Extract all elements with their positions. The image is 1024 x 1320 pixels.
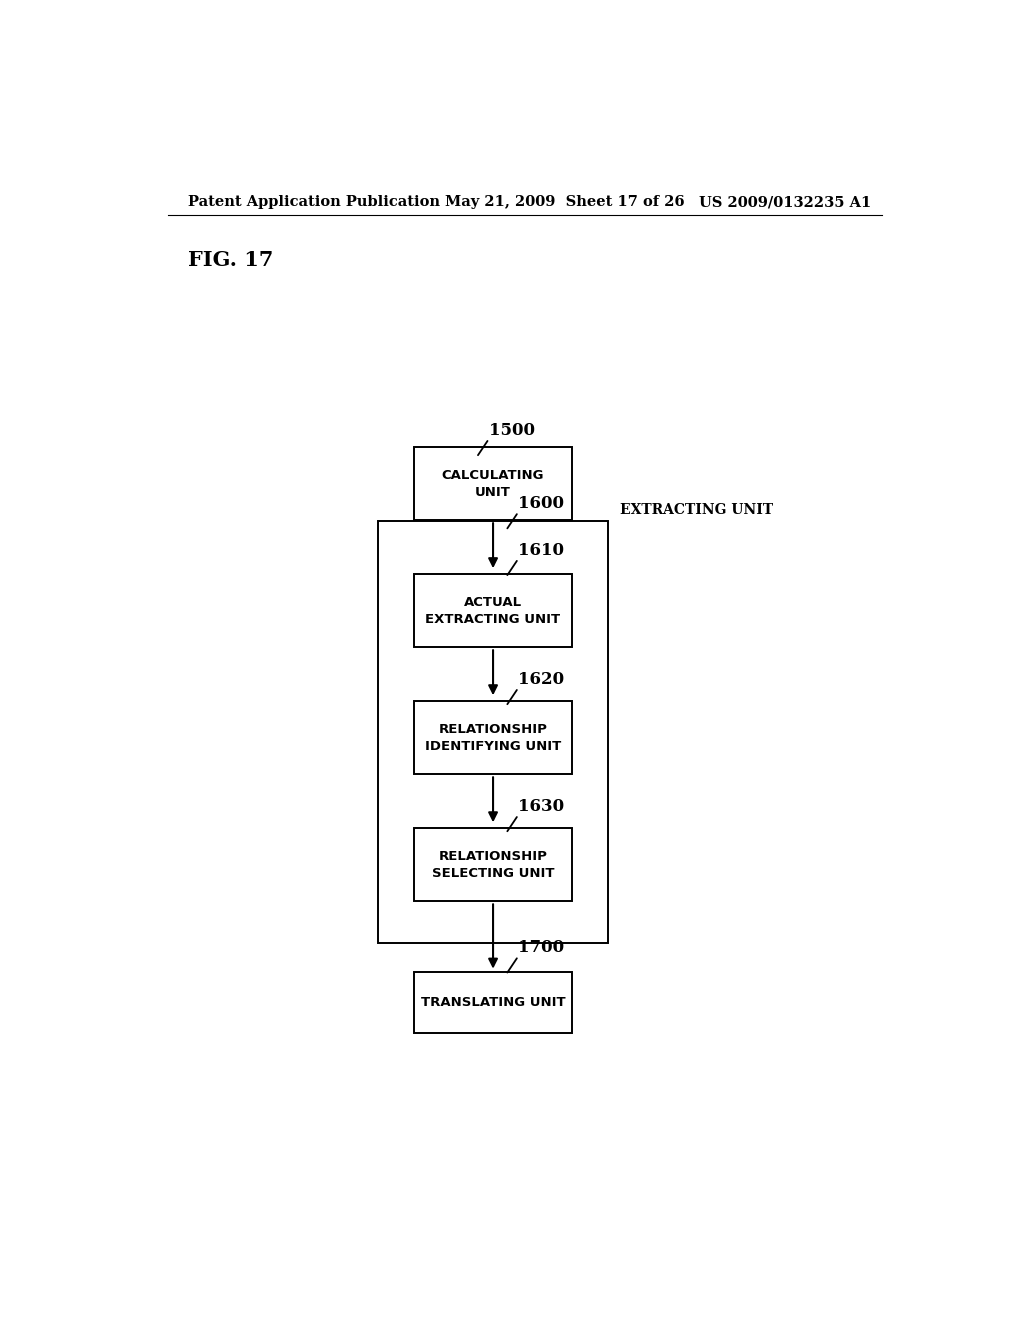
Bar [414,447,572,520]
Text: RELATIONSHIP
SELECTING UNIT: RELATIONSHIP SELECTING UNIT [432,850,554,880]
Text: RELATIONSHIP
IDENTIFYING UNIT: RELATIONSHIP IDENTIFYING UNIT [425,723,561,752]
Bar [378,521,608,942]
Bar [414,574,572,647]
Text: 1610: 1610 [518,543,564,558]
Text: 1600: 1600 [518,495,564,512]
Text: May 21, 2009  Sheet 17 of 26: May 21, 2009 Sheet 17 of 26 [445,195,685,209]
Text: FIG. 17: FIG. 17 [187,249,272,271]
Text: 1700: 1700 [518,940,564,956]
Text: CALCULATING
UNIT: CALCULATING UNIT [441,469,545,499]
Text: TRANSLATING UNIT: TRANSLATING UNIT [421,995,565,1008]
Text: Patent Application Publication: Patent Application Publication [187,195,439,209]
Text: US 2009/0132235 A1: US 2009/0132235 A1 [699,195,871,209]
Text: 1500: 1500 [489,422,536,440]
Text: EXTRACTING UNIT: EXTRACTING UNIT [620,503,773,517]
Bar [414,701,572,775]
Bar [414,972,572,1032]
Text: ACTUAL
EXTRACTING UNIT: ACTUAL EXTRACTING UNIT [426,595,560,626]
Text: 1630: 1630 [518,799,564,814]
Bar [414,828,572,902]
Text: 1620: 1620 [518,671,564,688]
